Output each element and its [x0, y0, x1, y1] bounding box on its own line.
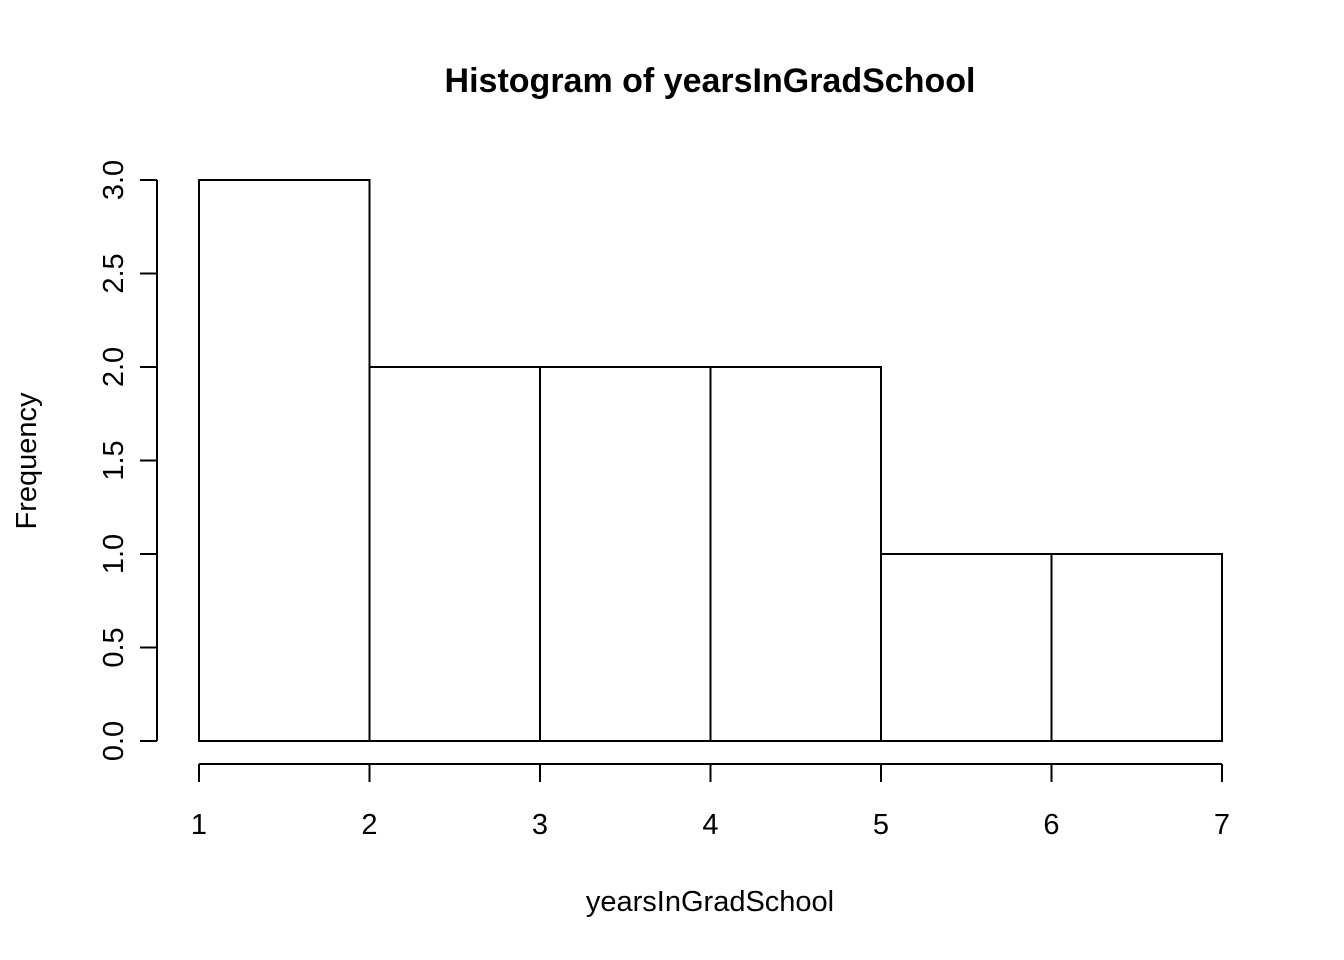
y-tick-label: 0.0	[98, 721, 130, 761]
histogram-bar	[880, 553, 1053, 742]
chart-title: Histogram of yearsInGradSchool	[445, 62, 976, 100]
y-tick-label: 2.5	[98, 253, 130, 293]
y-tick-label: 2.0	[98, 347, 130, 387]
y-tick-label: 1.0	[98, 534, 130, 574]
histogram-bar	[539, 366, 712, 742]
x-axis-ticks: 1 2 3 4 5 6 7	[191, 764, 1230, 841]
histogram-bar	[368, 366, 541, 742]
x-tick-label: 1	[191, 809, 207, 841]
y-tick-label: 0.5	[98, 627, 130, 667]
y-axis-label: Frequency	[11, 392, 43, 530]
x-tick-label: 2	[361, 809, 377, 841]
y-tick-label: 3.0	[98, 160, 130, 200]
x-tick-label: 5	[873, 809, 889, 841]
y-tick-label: 1.5	[98, 440, 130, 480]
bars-group	[198, 179, 1223, 742]
histogram-bar	[198, 179, 371, 742]
x-tick-label: 4	[702, 809, 718, 841]
y-axis-ticks: 0.0 0.5 1.0 1.5 2.0 2.5 3.0	[98, 160, 157, 761]
x-axis-label: yearsInGradSchool	[586, 886, 834, 918]
x-tick-label: 7	[1214, 809, 1230, 841]
x-tick-label: 6	[1043, 809, 1059, 841]
x-tick-label: 3	[532, 809, 548, 841]
histogram-bar	[1050, 553, 1223, 742]
histogram-bar	[709, 366, 882, 742]
